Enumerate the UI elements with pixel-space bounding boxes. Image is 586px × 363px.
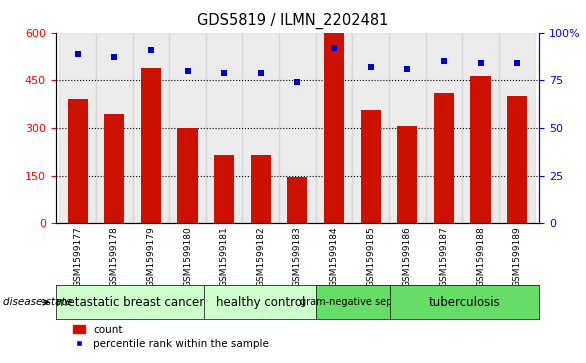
Text: gram-negative sepsis: gram-negative sepsis: [301, 297, 406, 307]
Bar: [397, 126, 417, 223]
Bar: [214, 155, 234, 223]
Bar: [251, 155, 271, 223]
Point: [256, 70, 265, 76]
Point: [146, 47, 156, 53]
Bar: [507, 96, 527, 223]
Bar: [462, 33, 499, 223]
Bar: [141, 68, 161, 223]
Bar: [316, 33, 352, 223]
Point: [110, 54, 119, 60]
Bar: [206, 33, 243, 223]
Text: tuberculosis: tuberculosis: [429, 296, 500, 309]
Text: healthy control: healthy control: [216, 296, 305, 309]
Bar: [389, 33, 425, 223]
Bar: [279, 33, 316, 223]
Bar: [59, 33, 96, 223]
Bar: [67, 99, 88, 223]
Text: metastatic breast cancer: metastatic breast cancer: [56, 296, 204, 309]
Text: GDS5819 / ILMN_2202481: GDS5819 / ILMN_2202481: [197, 13, 389, 29]
Point: [366, 64, 375, 70]
Bar: [360, 110, 381, 223]
Bar: [471, 76, 490, 223]
Bar: [96, 33, 132, 223]
Point: [476, 60, 485, 66]
Text: disease state: disease state: [3, 297, 72, 307]
Bar: [104, 114, 124, 223]
Bar: [178, 128, 197, 223]
Bar: [499, 33, 536, 223]
Point: [219, 70, 229, 76]
Bar: [169, 33, 206, 223]
Legend: count, percentile rank within the sample: count, percentile rank within the sample: [73, 325, 270, 349]
Bar: [132, 33, 169, 223]
Point: [403, 66, 412, 72]
Bar: [287, 177, 308, 223]
Point: [73, 51, 82, 57]
Point: [512, 60, 522, 66]
Bar: [243, 33, 279, 223]
Bar: [324, 33, 344, 223]
Bar: [425, 33, 462, 223]
Point: [440, 58, 449, 64]
Bar: [352, 33, 389, 223]
Point: [183, 68, 192, 74]
Point: [292, 79, 302, 85]
Point: [329, 45, 339, 51]
Bar: [434, 93, 454, 223]
